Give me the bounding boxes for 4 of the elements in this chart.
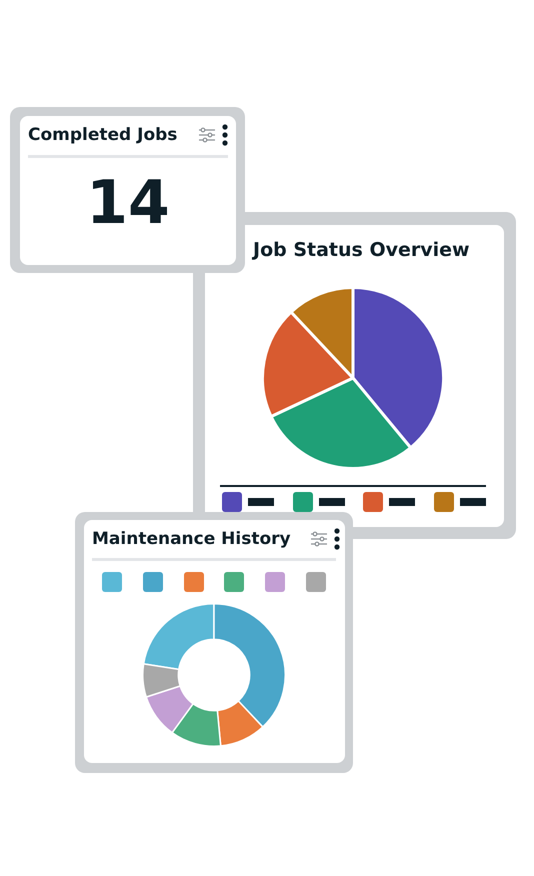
text: Completed Jobs [28, 125, 178, 145]
chart-title: Maintenance History [92, 529, 291, 549]
chart-title: Job Status Overview [253, 239, 470, 261]
text: 14 [85, 168, 171, 238]
